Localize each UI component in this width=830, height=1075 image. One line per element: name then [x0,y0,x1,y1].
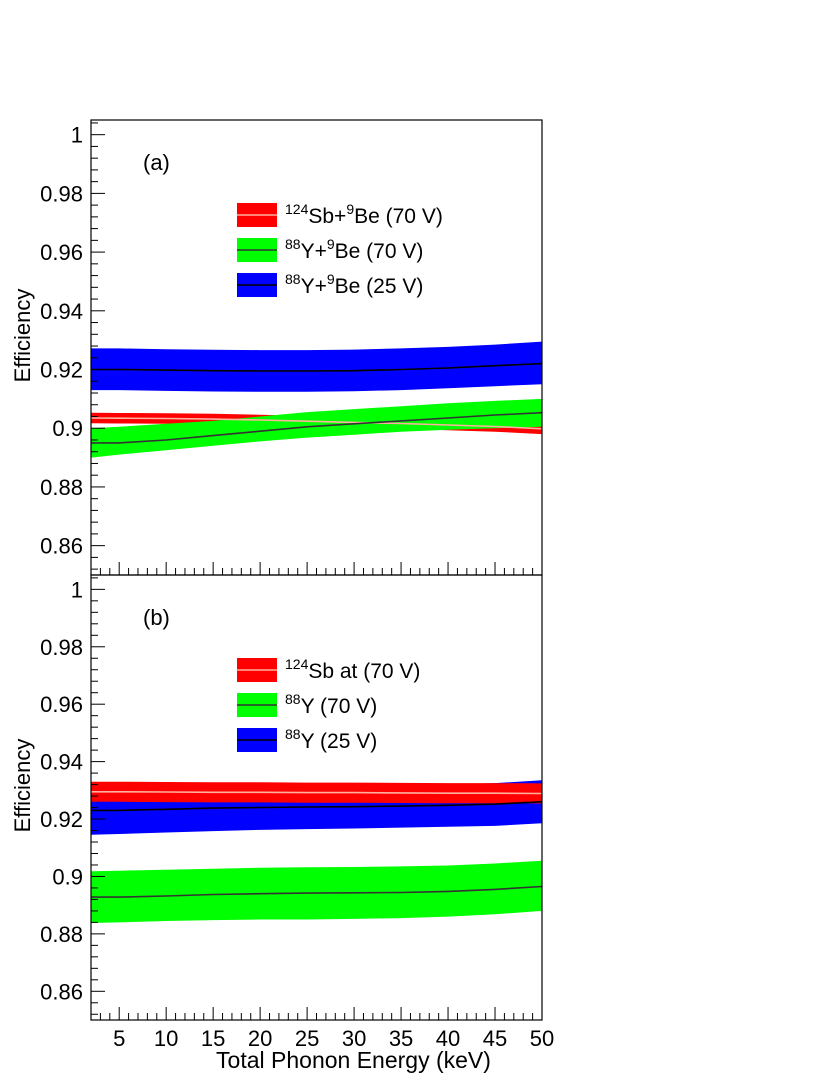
x-tick-label: 45 [483,1026,507,1051]
x-tick-label: 30 [342,1026,366,1051]
series-line-2 [91,362,543,372]
series-line-0 [90,417,543,430]
legend-superscript: 88 [285,726,301,742]
y-axis-label: Efficiency [10,289,35,383]
legend-superscript: 124 [285,656,309,672]
x-tick-label: 35 [389,1026,413,1051]
y-tick-label: 0.86 [40,979,83,1004]
legend-label: 88Y+9Be (25 V) [285,271,423,298]
legend-label: 88Y (70 V) [285,691,377,718]
y-tick-label: 0.98 [40,181,83,206]
legend-text: Sb at (70 V) [308,660,420,683]
y-tick-label: 0.96 [40,692,83,717]
y-tick-label: 0.92 [40,358,83,383]
panel-a: 0.86 0.88 0.9 0.92 0.94 0.96 0.98 1 Efficiency (a… [10,119,543,576]
x-tick-label: 40 [436,1026,460,1051]
y-axis-label: Efficiency [10,739,35,833]
x-tick-label: 20 [248,1026,272,1051]
series-band-1 [91,398,542,458]
legend-text: Be (70 V) [335,240,424,263]
y-tick-label: 0.96 [40,240,83,265]
x-axis-label: Total Phonon Energy (keV) [216,1047,491,1073]
legend-label: 124Sb+9Be (70 V) [285,201,443,228]
legend-text: Be (70 V) [354,205,443,228]
series-band-2 [91,860,542,923]
legend-superscript: 9 [327,236,335,252]
y-tick-label: 0.9 [52,864,83,889]
legend-label: 88Y+9Be (70 V) [285,236,423,263]
legend-label: 88Y (25 V) [285,726,377,753]
legend-text: Y (70 V) [301,695,378,718]
y-tick-label: 0.94 [40,750,83,775]
legend-superscript: 124 [285,201,309,217]
y-tick-label: 1 [71,123,83,148]
y-tick-label: 0.88 [40,475,83,500]
series-line-2 [91,885,543,898]
series-line-1 [91,411,543,444]
series-line-1 [91,790,543,795]
legend-text: Sb+ [308,205,346,228]
panel-label: (a) [143,150,170,175]
series-line-0 [91,801,543,812]
x-tick-label: 5 [113,1026,125,1051]
y-tick-label: 0.9 [52,416,83,441]
legend-text: Y (25 V) [301,730,378,753]
series-band-2 [91,341,542,392]
x-tick-label: 25 [295,1026,319,1051]
legend-text: Y+ [301,275,327,298]
y-tick-label: 0.92 [40,807,83,832]
y-tick-label: 0.94 [40,299,83,324]
x-tick-label: 10 [154,1026,178,1051]
legend-superscript: 88 [285,236,301,252]
legend-label: 124Sb at (70 V) [285,656,420,683]
panel-label: (b) [143,605,170,630]
legend-superscript: 9 [327,271,335,287]
legend-superscript: 88 [285,271,301,287]
legend-superscript: 88 [285,691,301,707]
legend-text: Y+ [301,240,327,263]
legend-superscript: 9 [346,201,354,217]
legend-text: Be (25 V) [335,275,424,298]
x-tick-label: 50 [530,1026,554,1051]
y-tick-label: 0.86 [40,534,83,559]
x-tick-label: 15 [201,1026,225,1051]
y-tick-label: 0.98 [40,635,83,660]
y-tick-label: 1 [71,577,83,602]
y-tick-label: 0.88 [40,922,83,947]
